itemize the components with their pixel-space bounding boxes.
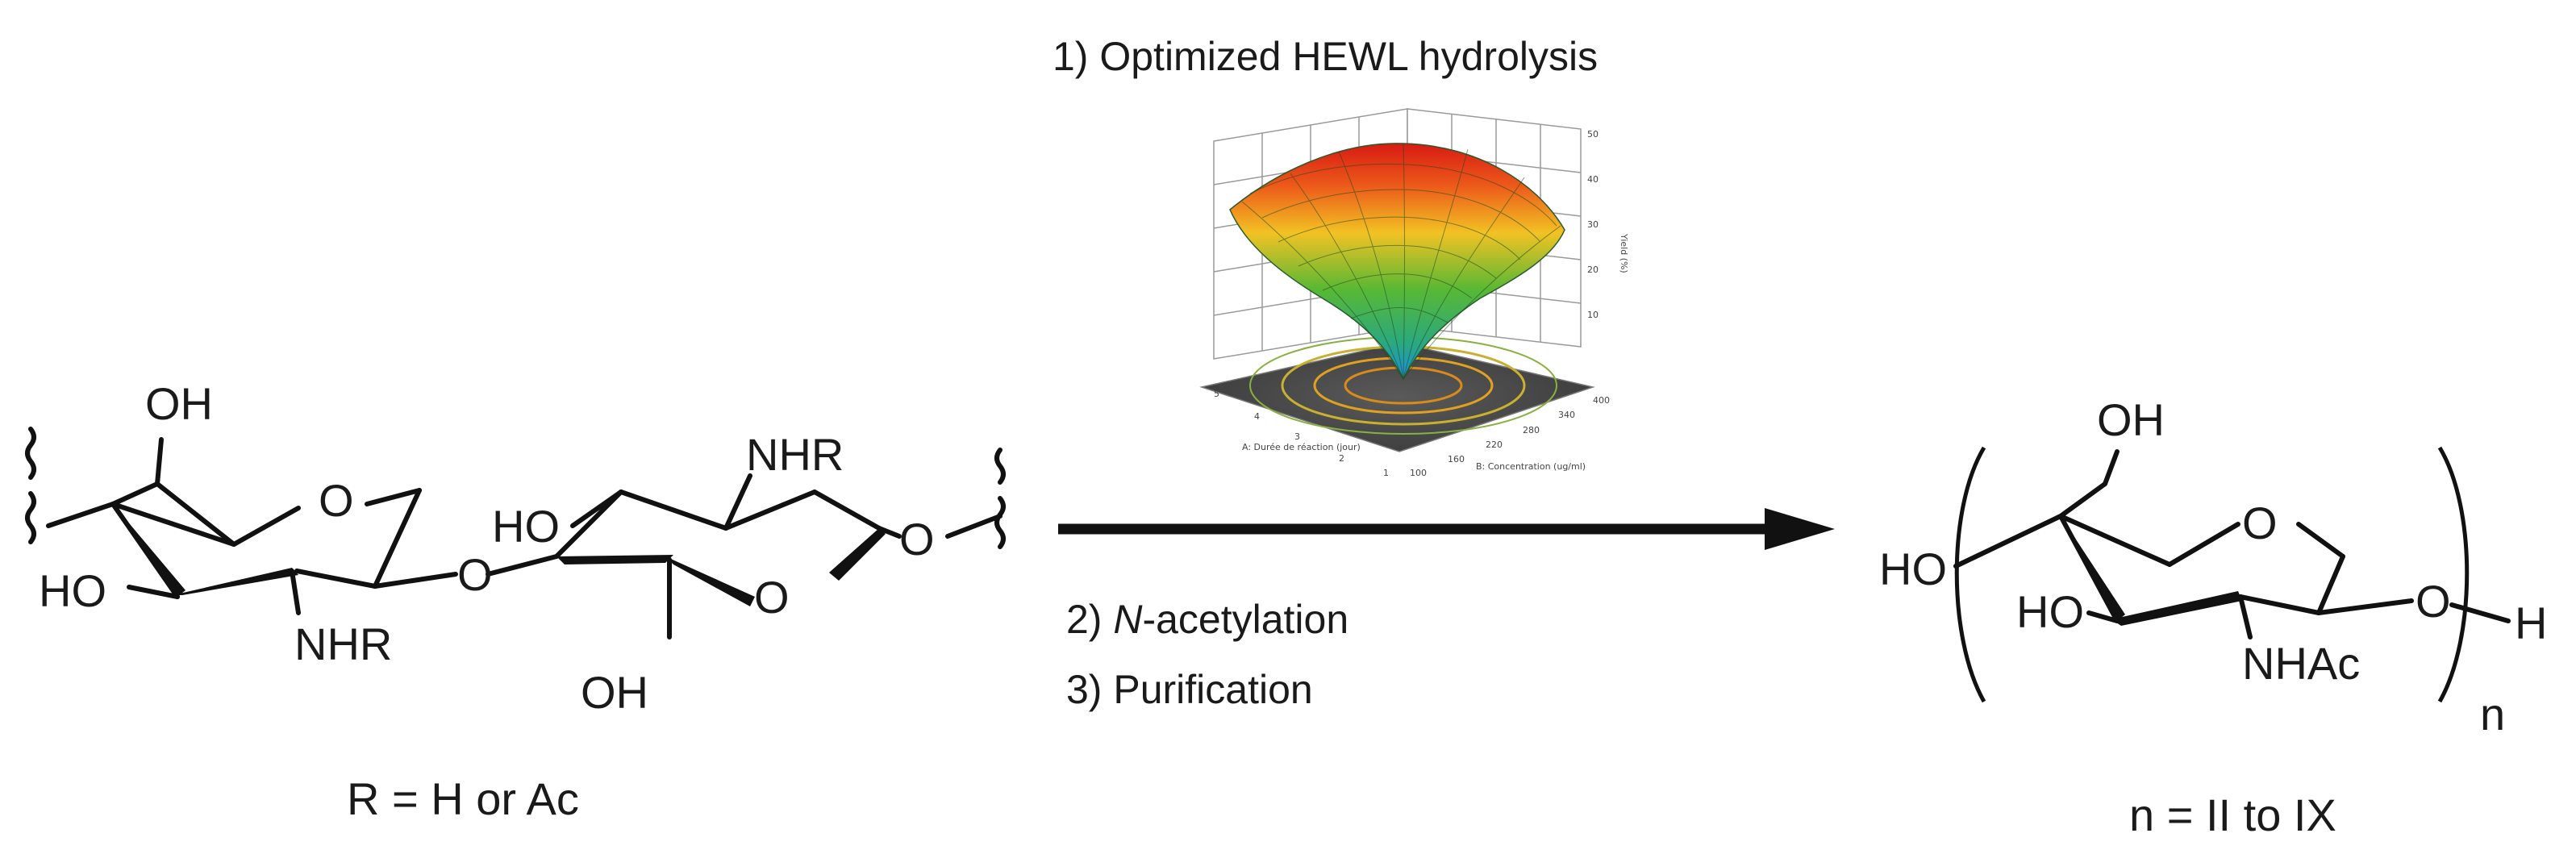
x-axis-label: A: Durée de réaction (jour) (1242, 442, 1361, 452)
x-tick-1: 1 (1383, 468, 1389, 478)
right-parenthesis (2437, 446, 2470, 703)
product-h-end: H (2515, 598, 2547, 648)
product-caption: n = II to IX (2129, 789, 2336, 840)
y-tick-400: 400 (1593, 395, 1610, 406)
reactant-structure: OH O HO NHR O HO NHR O OH O R = H or Ac (25, 378, 1006, 824)
surface-mesh (1241, 143, 1561, 380)
x-tick-3: 3 (1294, 431, 1300, 442)
z-tick-30: 30 (1587, 219, 1599, 230)
y-axis-ticks: 100 160 220 280 340 400 (1410, 395, 1610, 478)
reactant-ho-left: HO (39, 565, 106, 616)
reactant-caption: R = H or Ac (347, 773, 579, 824)
product-oh-top: OH (2097, 394, 2165, 445)
y-tick-220: 220 (1486, 439, 1503, 450)
product-subscript-n: n (2480, 689, 2505, 739)
plot-floor (1199, 342, 1595, 452)
z-tick-50: 50 (1587, 129, 1599, 140)
product-ring (2058, 449, 2511, 639)
reactant-o-terminal: O (899, 514, 935, 564)
step-2-number: 2) (1066, 597, 1113, 642)
y-tick-280: 280 (1523, 425, 1540, 435)
x-tick-4: 4 (1254, 411, 1260, 422)
product-ho-terminal: HO (1879, 544, 1947, 594)
response-surface-plot: 50 40 30 20 10 Yield (%) 1 2 3 4 5 A: Du… (1199, 108, 1629, 478)
y-axis-label: B: Concentration (ug/ml) (1476, 461, 1586, 472)
z-axis-label: Yield (%) (1619, 233, 1629, 273)
reactant-nhr-right: NHR (746, 429, 844, 480)
x-tick-5: 5 (1214, 389, 1219, 399)
reactant-ho-mid: HO (492, 501, 560, 552)
product-ho-ring: HO (2016, 586, 2084, 637)
reactant-o-ring-left: O (319, 475, 354, 526)
x-tick-2: 2 (1339, 453, 1344, 464)
plot-surface (1229, 143, 1565, 381)
product-structure: HO OH O HO NHAc O H n n = (1879, 394, 2547, 840)
step-3-label: 3) Purification (1066, 667, 1313, 712)
reactant-nhr-left: NHR (294, 619, 392, 669)
x-axis-ticks: 1 2 3 4 5 (1214, 389, 1389, 478)
step-1-label: 1) Optimized HEWL hydrolysis (1052, 34, 1598, 79)
left-ring (46, 437, 559, 615)
step-2-rest: -acetylation (1142, 597, 1348, 642)
z-axis-ticks: 50 40 30 20 10 (1587, 129, 1599, 320)
z-tick-10: 10 (1587, 310, 1599, 320)
reaction-arrow (1058, 508, 1835, 550)
right-ring (554, 473, 1002, 639)
left-parenthesis (1954, 446, 1986, 703)
reactant-oh-bottom: OH (581, 667, 648, 718)
reactant-o-ring-right: O (754, 572, 790, 623)
reactant-oh-top-left: OH (145, 378, 213, 429)
y-tick-340: 340 (1558, 410, 1575, 420)
y-tick-160: 160 (1448, 454, 1465, 464)
product-o-ring: O (2242, 498, 2278, 548)
z-tick-40: 40 (1587, 174, 1599, 185)
wavy-bond-right (994, 448, 1006, 549)
step-2-italic-n: N (1113, 597, 1143, 642)
product-o-anomeric: O (2416, 576, 2451, 627)
wavy-bond-left (25, 427, 36, 544)
step-2-label: 2) N-acetylation (1066, 597, 1348, 642)
product-nhac: NHAc (2242, 638, 2360, 689)
y-tick-100: 100 (1410, 468, 1427, 478)
reactant-o-glycosidic: O (457, 549, 493, 600)
z-tick-20: 20 (1587, 265, 1599, 275)
